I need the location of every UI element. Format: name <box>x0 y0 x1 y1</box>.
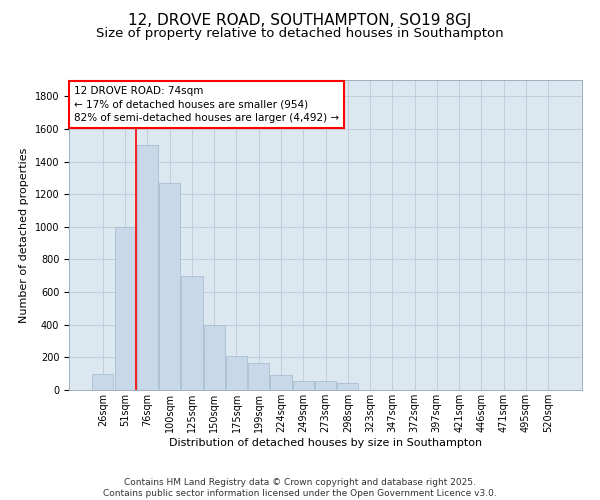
Y-axis label: Number of detached properties: Number of detached properties <box>19 148 29 322</box>
Bar <box>159 183 180 390</box>
Bar <box>315 381 336 390</box>
Bar <box>181 276 203 390</box>
Bar <box>226 356 247 390</box>
Text: Contains HM Land Registry data © Crown copyright and database right 2025.
Contai: Contains HM Land Registry data © Crown c… <box>103 478 497 498</box>
Bar <box>293 381 314 390</box>
Bar <box>115 227 136 390</box>
Bar <box>92 374 113 390</box>
Text: 12, DROVE ROAD, SOUTHAMPTON, SO19 8GJ: 12, DROVE ROAD, SOUTHAMPTON, SO19 8GJ <box>128 12 472 28</box>
Bar <box>248 363 269 390</box>
Text: Size of property relative to detached houses in Southampton: Size of property relative to detached ho… <box>96 28 504 40</box>
Bar <box>271 376 292 390</box>
X-axis label: Distribution of detached houses by size in Southampton: Distribution of detached houses by size … <box>169 438 482 448</box>
Bar <box>203 324 225 390</box>
Text: 12 DROVE ROAD: 74sqm
← 17% of detached houses are smaller (954)
82% of semi-deta: 12 DROVE ROAD: 74sqm ← 17% of detached h… <box>74 86 339 122</box>
Bar <box>337 384 358 390</box>
Bar <box>137 146 158 390</box>
